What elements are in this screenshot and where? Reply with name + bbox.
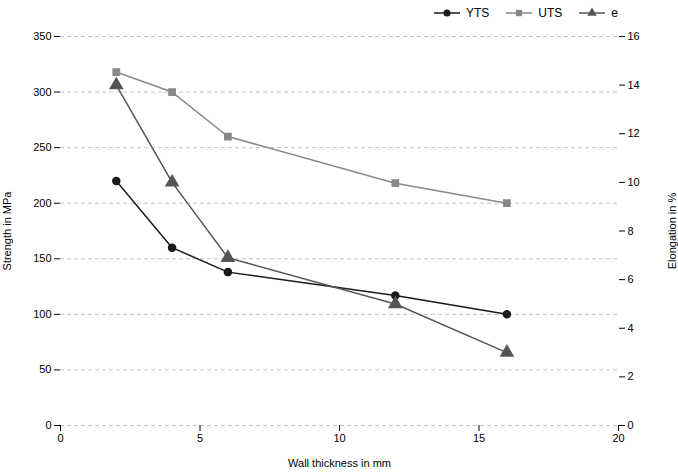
svg-text:50: 50 bbox=[39, 363, 51, 375]
svg-text:2: 2 bbox=[628, 370, 634, 382]
svg-text:250: 250 bbox=[33, 141, 51, 153]
svg-text:300: 300 bbox=[33, 86, 51, 98]
svg-text:150: 150 bbox=[33, 252, 51, 264]
svg-text:6: 6 bbox=[628, 273, 634, 285]
svg-text:0: 0 bbox=[628, 419, 634, 431]
svg-text:0: 0 bbox=[45, 419, 51, 431]
svg-text:0: 0 bbox=[57, 432, 63, 444]
svg-text:10: 10 bbox=[333, 432, 345, 444]
svg-text:Strength in MPa: Strength in MPa bbox=[1, 191, 13, 271]
svg-text:16: 16 bbox=[628, 30, 640, 42]
html-text:e: e bbox=[611, 6, 618, 20]
svg-text:Elongation in %: Elongation in % bbox=[666, 193, 678, 270]
svg-text:14: 14 bbox=[628, 79, 640, 91]
html-text:UTS: UTS bbox=[538, 6, 563, 20]
svg-text:Wall thickness in mm: Wall thickness in mm bbox=[288, 457, 391, 469]
svg-text:5: 5 bbox=[197, 432, 203, 444]
svg-text:15: 15 bbox=[473, 432, 485, 444]
svg-text:12: 12 bbox=[628, 127, 640, 139]
svg-text:4: 4 bbox=[628, 322, 634, 334]
svg-text:10: 10 bbox=[628, 176, 640, 188]
svg-text:20: 20 bbox=[612, 432, 624, 444]
html-text:YTS: YTS bbox=[466, 6, 490, 20]
svg-text:100: 100 bbox=[33, 308, 51, 320]
svg-text:350: 350 bbox=[33, 30, 51, 42]
svg-text:200: 200 bbox=[33, 197, 51, 209]
svg-text:8: 8 bbox=[628, 225, 634, 237]
